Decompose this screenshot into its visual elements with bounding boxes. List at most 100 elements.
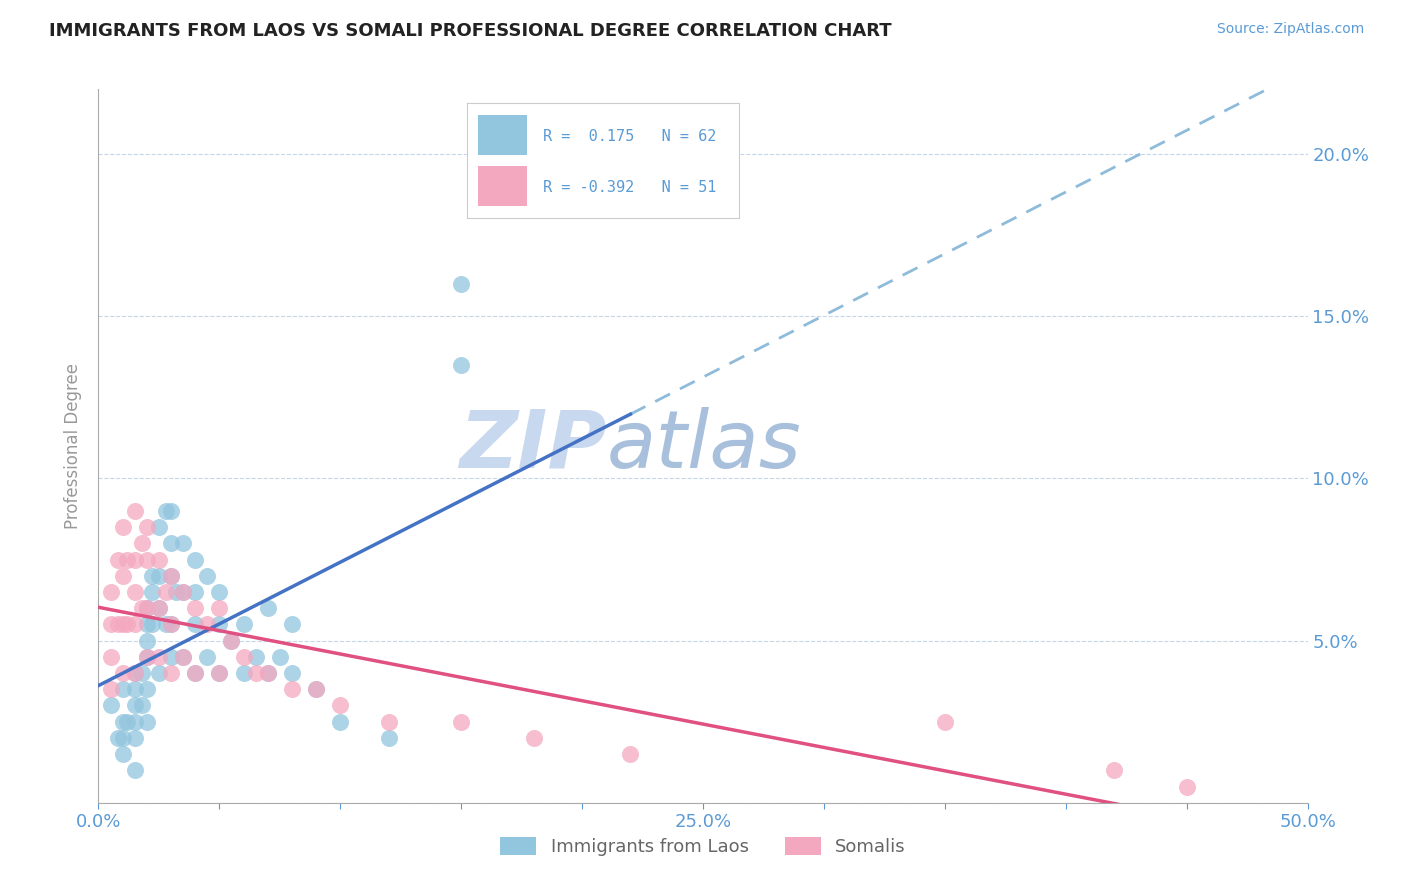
- Point: [100, 585, 122, 599]
- Point: [256, 666, 278, 681]
- Point: [111, 520, 134, 534]
- Point: [111, 747, 134, 761]
- Point: [141, 617, 163, 632]
- Point: [172, 536, 194, 550]
- Point: [256, 666, 278, 681]
- Point: [117, 617, 139, 632]
- Point: [1102, 764, 1125, 778]
- Point: [100, 682, 122, 697]
- Point: [245, 649, 267, 664]
- Point: [124, 552, 146, 566]
- Point: [155, 585, 177, 599]
- Point: [124, 666, 146, 681]
- Point: [148, 568, 170, 582]
- Point: [172, 585, 194, 599]
- Point: [111, 731, 134, 745]
- Point: [208, 617, 231, 632]
- Point: [124, 585, 146, 599]
- Point: [107, 552, 129, 566]
- Point: [135, 552, 157, 566]
- Point: [221, 633, 243, 648]
- Point: [111, 568, 134, 582]
- Point: [131, 601, 153, 615]
- Point: [329, 698, 352, 713]
- Point: [160, 536, 183, 550]
- Point: [155, 504, 177, 518]
- Point: [100, 617, 122, 632]
- Point: [305, 682, 328, 697]
- Point: [184, 552, 207, 566]
- Point: [160, 504, 183, 518]
- Point: [256, 601, 278, 615]
- Point: [160, 649, 183, 664]
- Point: [184, 666, 207, 681]
- Point: [172, 649, 194, 664]
- Point: [450, 714, 472, 729]
- Point: [141, 568, 163, 582]
- Point: [232, 617, 254, 632]
- Point: [329, 714, 352, 729]
- Point: [135, 601, 157, 615]
- Point: [131, 698, 153, 713]
- Point: [934, 714, 956, 729]
- Point: [619, 747, 641, 761]
- Point: [281, 666, 304, 681]
- Point: [131, 536, 153, 550]
- Point: [135, 649, 157, 664]
- Point: [195, 649, 218, 664]
- Point: [269, 649, 291, 664]
- Point: [111, 666, 134, 681]
- Point: [124, 504, 146, 518]
- Point: [141, 585, 163, 599]
- Point: [148, 601, 170, 615]
- Point: [208, 666, 231, 681]
- Point: [305, 682, 328, 697]
- Point: [208, 585, 231, 599]
- Point: [135, 617, 157, 632]
- Point: [172, 649, 194, 664]
- Point: [184, 666, 207, 681]
- Point: [107, 731, 129, 745]
- Point: [117, 552, 139, 566]
- Point: [117, 714, 139, 729]
- Point: [160, 617, 183, 632]
- Point: [1175, 780, 1198, 794]
- Point: [160, 568, 183, 582]
- Point: [124, 666, 146, 681]
- Point: [232, 666, 254, 681]
- Point: [450, 358, 472, 372]
- Point: [523, 731, 546, 745]
- Point: [100, 698, 122, 713]
- Point: [135, 520, 157, 534]
- Point: [377, 714, 399, 729]
- Text: ZIP: ZIP: [458, 407, 606, 485]
- Point: [160, 666, 183, 681]
- Point: [111, 617, 134, 632]
- Point: [124, 714, 146, 729]
- Point: [450, 277, 472, 291]
- Point: [124, 682, 146, 697]
- Point: [165, 585, 187, 599]
- Point: [135, 601, 157, 615]
- Point: [195, 617, 218, 632]
- Point: [111, 714, 134, 729]
- Text: Source: ZipAtlas.com: Source: ZipAtlas.com: [1216, 22, 1364, 37]
- Point: [107, 617, 129, 632]
- Point: [148, 649, 170, 664]
- Point: [232, 649, 254, 664]
- Point: [221, 633, 243, 648]
- Point: [124, 698, 146, 713]
- Point: [281, 617, 304, 632]
- Point: [135, 649, 157, 664]
- Point: [184, 617, 207, 632]
- Point: [148, 552, 170, 566]
- Point: [135, 633, 157, 648]
- Point: [131, 666, 153, 681]
- Point: [135, 714, 157, 729]
- Point: [100, 649, 122, 664]
- Point: [195, 568, 218, 582]
- Point: [148, 601, 170, 615]
- Y-axis label: Professional Degree: Professional Degree: [65, 363, 83, 529]
- Point: [155, 617, 177, 632]
- Point: [208, 666, 231, 681]
